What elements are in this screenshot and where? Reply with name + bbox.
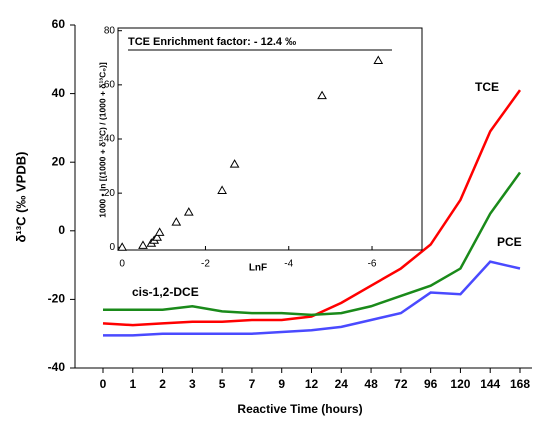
point [373, 55, 384, 64]
y-tick-label: 20 [52, 154, 66, 168]
x-tick-label: 72 [394, 377, 408, 391]
series-label: PCE [497, 235, 522, 249]
x-tick-label: 24 [335, 377, 349, 391]
y-tick-label: 0 [58, 223, 65, 237]
point [117, 242, 128, 251]
point [152, 232, 163, 241]
x-tick-label: 0 [100, 377, 107, 391]
x-tick-label: 48 [364, 377, 378, 391]
point [183, 207, 194, 216]
x-tick-label: 2 [159, 377, 166, 391]
x-tick-label: 5 [219, 377, 226, 391]
x-tick-label: 144 [480, 377, 500, 391]
series-line [103, 260, 521, 337]
y-axis-label: δ¹³C (‰ VPDB) [13, 152, 28, 243]
x-tick-label: 12 [305, 377, 319, 391]
y-tick-label: -40 [48, 360, 66, 374]
point [154, 227, 165, 236]
inset-frame [117, 27, 423, 251]
inset-x-tick-label: -2 [201, 259, 210, 270]
point [171, 217, 182, 226]
inset-title: TCE Enrichment factor: - 12.4 ‰ [128, 36, 296, 48]
inset-x-tick-label: 0 [119, 259, 125, 270]
inset-y-tick-label: 40 [104, 134, 116, 145]
inset-y-tick-label: 60 [104, 79, 116, 90]
series-label: TCE [475, 80, 499, 94]
inset-x-tick-label: -6 [368, 259, 377, 270]
inset-y-label: 1000 • ln [(1000 + δ¹³C) / (1000 + δ¹³C₀… [97, 62, 107, 218]
x-tick-label: 7 [249, 377, 256, 391]
inset-y-tick-label: 20 [104, 188, 116, 199]
point [229, 159, 240, 168]
x-tick-label: 9 [278, 377, 285, 391]
inset-plot: 0 20 40 60 80 0 -2 -4 -6 [104, 25, 384, 270]
series-line [102, 89, 522, 327]
y-tick-label: -20 [48, 292, 66, 306]
inset-x-tick-label: -4 [284, 259, 293, 270]
series-line [103, 171, 522, 317]
x-axis-label: Reactive Time (hours) [237, 402, 362, 416]
point [138, 240, 148, 249]
x-tick-label: 1 [129, 377, 136, 391]
x-tick-label: 120 [450, 377, 470, 391]
x-tick-label: 96 [424, 377, 438, 391]
inset-y-tick-label: 80 [104, 25, 116, 36]
series-label: cis-1,2-DCE [132, 285, 199, 299]
y-tick-label: 60 [52, 17, 66, 31]
x-tick-label: 3 [189, 377, 196, 391]
point [217, 185, 227, 194]
y-tick-label: 40 [52, 86, 66, 100]
inset-y-tick-label: 0 [109, 242, 115, 253]
inset-x-label: LnF [249, 263, 267, 274]
point [317, 90, 327, 100]
x-tick-label: 168 [510, 377, 530, 391]
